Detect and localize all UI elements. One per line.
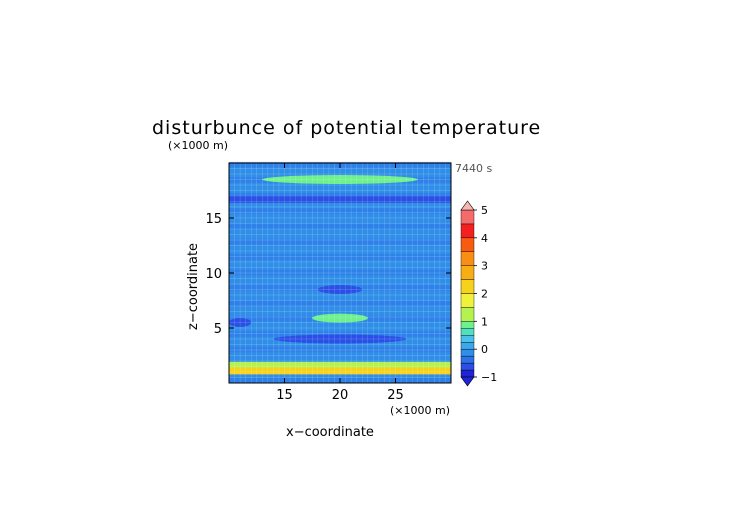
colorbar-tick-label: 4 [481, 232, 488, 245]
y-tick-label: 5 [214, 322, 222, 337]
y-unit-label: (×1000 m) [168, 139, 228, 152]
contour-band [273, 334, 407, 344]
field-stripe [229, 192, 451, 199]
colorbar-segment [460, 342, 475, 350]
colorbar-segment [460, 265, 475, 280]
colorbar-tick-label: 0 [481, 343, 488, 356]
x-axis-label: x−coordinate [286, 425, 374, 440]
y-axis: 5 10 15 [205, 212, 451, 337]
colorbar-tick-label: −1 [481, 371, 497, 384]
field-stripe [229, 254, 451, 260]
colorbar-segment [460, 335, 475, 343]
field-stripe [229, 269, 451, 276]
colorbar-tick-label: 1 [481, 315, 488, 328]
colorbar-tick-label: 3 [481, 260, 488, 273]
field-stripe [229, 331, 451, 337]
plot-area [228, 161, 452, 384]
field-stripe [229, 208, 451, 214]
colorbar-segment [460, 348, 475, 357]
colorbar-segment [460, 293, 475, 308]
x-tick-label: 20 [332, 388, 349, 403]
x-axis: 15 20 25 [276, 163, 404, 403]
contour-band [229, 367, 451, 375]
colorbar-segment [460, 279, 475, 294]
colorbar-top-cap [460, 200, 475, 211]
colorbar-segment [460, 223, 475, 239]
field-stripe [229, 223, 451, 229]
contour-band [229, 361, 451, 369]
colorbar-bottom-cap [460, 376, 475, 387]
x-tick-label: 25 [387, 388, 404, 403]
contour-band [229, 195, 451, 203]
x-unit-label: (×1000 m) [390, 404, 450, 417]
y-tick-label: 10 [205, 267, 222, 282]
x-tick-label: 15 [276, 388, 293, 403]
field-stripe [229, 300, 451, 306]
chart-title: disturbunce of potential temperature [152, 117, 541, 139]
contour-band [229, 318, 252, 327]
colorbar-tick-label: 5 [481, 204, 488, 217]
colorbar: −1 0 1 2 3 4 5 [460, 200, 497, 387]
colorbar-tick-label: 2 [481, 288, 488, 301]
time-label: 7440 s [455, 162, 492, 175]
contour-band [317, 285, 363, 294]
field-stripe [229, 346, 451, 353]
contour-band [312, 313, 368, 323]
colorbar-segment [460, 307, 475, 322]
field-stripe [229, 238, 451, 245]
colorbar-segment [460, 369, 475, 378]
y-tick-label: 15 [205, 212, 222, 227]
colorbar-segment [460, 321, 475, 329]
colorbar-segment [460, 328, 475, 336]
contour-band [262, 175, 418, 184]
y-axis-label: z−coordinate [186, 243, 201, 330]
colorbar-segment [460, 209, 475, 225]
colorbar-segment [460, 362, 475, 371]
colorbar-segment [460, 251, 475, 266]
colorbar-segment [460, 237, 475, 252]
colorbar-segment [460, 355, 475, 364]
